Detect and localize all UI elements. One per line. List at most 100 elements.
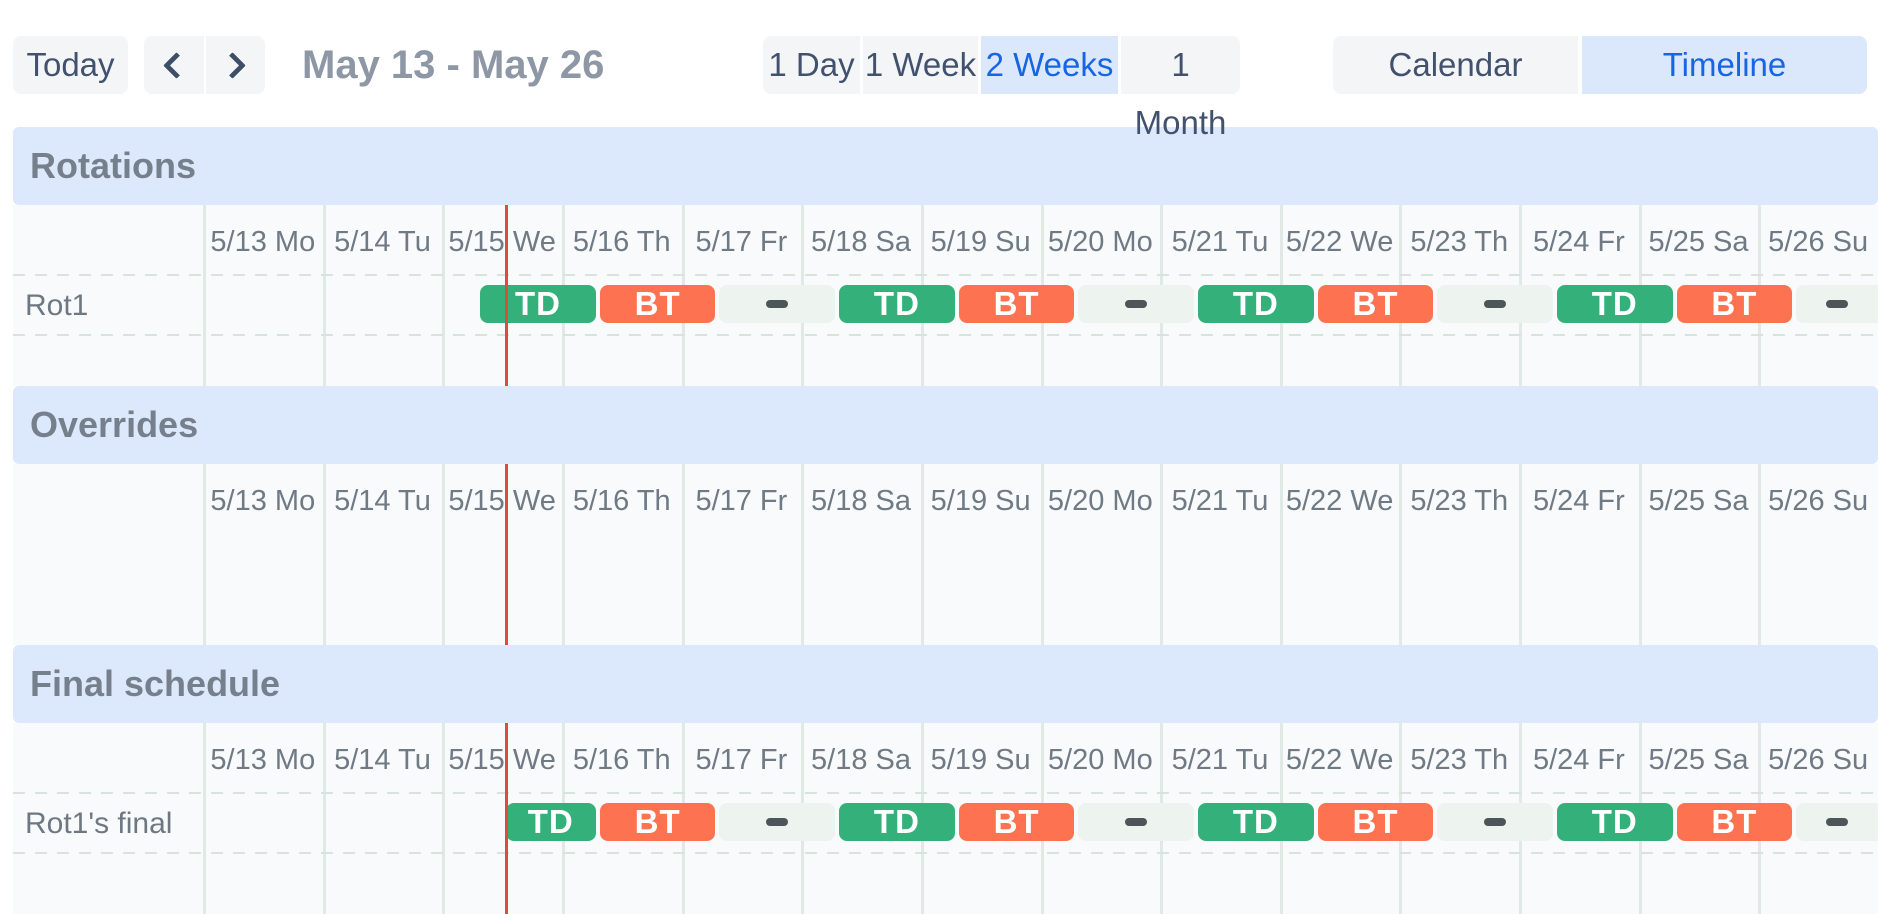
day-header: 5/26 Su [1768,744,1869,776]
day-header: 5/16 Th [572,744,671,776]
gap-block [1437,285,1553,323]
grid-line [442,205,446,386]
shift-block-td[interactable]: TD [480,285,596,323]
gap-block [1796,803,1878,841]
day-header: 5/24 Fr [1532,485,1625,517]
shift-block-td[interactable]: TD [505,803,596,841]
shift-block-td[interactable]: TD [1556,803,1673,841]
day-header: 5/18 Sa [811,744,912,776]
day-header: 5/22 We [1285,226,1394,258]
now-line [504,205,508,386]
gap-block [1078,803,1195,841]
now-line [504,464,508,645]
day-header: 5/13 Mo [210,744,316,776]
shift-block-td[interactable]: TD [1198,803,1314,841]
shift-block-bt[interactable]: BT [958,285,1075,323]
today-button[interactable]: Today [13,36,128,94]
row-divider [13,852,1878,854]
row-label: Rot1's final [25,807,173,840]
day-header: 5/25 Sa [1648,744,1749,776]
grid-line [1279,464,1283,645]
grid-line [1758,464,1762,645]
day-header: 5/24 Fr [1532,744,1625,776]
range-option-2-weeks[interactable]: 2 Weeks [981,36,1118,94]
next-period-button[interactable] [205,36,265,94]
now-line [504,723,508,914]
day-header: 5/20 Mo [1047,485,1153,517]
gap-dash-icon [1125,818,1148,826]
shift-block-bt[interactable]: BT [1317,803,1434,841]
day-header: 5/19 Su [930,226,1031,258]
day-header: 5/16 Th [572,226,671,258]
day-header: 5/23 Th [1410,226,1509,258]
grid-line [442,723,446,914]
day-header: 5/23 Th [1410,744,1509,776]
grid-line [801,464,805,645]
shift-block-bt[interactable]: BT [1676,803,1793,841]
day-header: 5/25 Sa [1648,485,1749,517]
shift-block-td[interactable]: TD [1198,285,1314,323]
day-header: 5/17 Fr [695,744,788,776]
grid-line [1399,464,1403,645]
day-header: 5/14 Tu [334,744,431,776]
view-option-timeline[interactable]: Timeline [1582,36,1867,94]
grid-line [322,723,326,914]
day-header: 5/15 We [448,485,556,517]
timeline-grid-final: 5/13 Mo 5/14 Tu 5/15 We 5/16 Th 5/17 Fr 5/18 … [13,723,1878,914]
day-header: 5/17 Fr [695,226,788,258]
range-option-1-day[interactable]: 1 Day [763,36,860,94]
grid-line [1519,464,1523,645]
toolbar: Today May 13 - May 26 1 Day 1 Week 2 Weeks… [0,0,1892,141]
gap-block [719,803,836,841]
grid-line [920,464,924,645]
day-header: 5/20 Mo [1047,226,1153,258]
grid-line [561,464,565,645]
range-option-1-month[interactable]: 1 Month [1121,36,1240,141]
date-nav-group [144,36,265,94]
shift-block-td[interactable]: TD [839,803,955,841]
grid-line [322,464,326,645]
day-header: 5/23 Th [1410,485,1509,517]
shift-block-bt[interactable]: BT [958,803,1075,841]
day-header: 5/17 Fr [695,485,788,517]
range-option-1-week[interactable]: 1 Week [863,36,978,94]
prev-period-button[interactable] [144,36,204,94]
shift-block-bt[interactable]: BT [599,285,716,323]
timeline-grid-rotations: 5/13 Mo 5/14 Tu 5/15 We 5/16 Th 5/17 Fr 5/18 … [13,205,1878,386]
day-header: 5/26 Su [1768,226,1869,258]
day-header: 5/26 Su [1768,485,1869,517]
grid-line [1160,464,1164,645]
grid-line [203,205,206,386]
section-header-rotations: Rotations [13,127,1878,205]
grid-line [322,205,326,386]
grid-line [203,464,206,645]
gap-dash-icon [766,300,789,308]
shift-block-td[interactable]: TD [839,285,955,323]
row-divider [13,274,1878,276]
grid-line [1040,464,1044,645]
day-header: 5/18 Sa [811,226,912,258]
day-header: 5/21 Tu [1171,485,1269,517]
day-header: 5/15 We [448,744,556,776]
row-divider [13,792,1878,794]
view-selector: Calendar Timeline [1333,36,1867,94]
grid-line [203,723,206,914]
view-option-calendar[interactable]: Calendar [1333,36,1578,94]
shift-block-bt[interactable]: BT [599,803,716,841]
day-header: 5/25 Sa [1648,226,1749,258]
date-range-title: May 13 - May 26 [302,43,605,87]
section-header-final: Final schedule [13,645,1878,723]
day-header: 5/19 Su [930,485,1031,517]
grid-line [681,464,685,645]
gap-dash-icon [1125,300,1148,308]
day-header: 5/18 Sa [811,485,912,517]
day-header: 5/19 Su [930,744,1031,776]
shift-block-bt[interactable]: BT [1676,285,1793,323]
chevron-left-icon [163,51,191,79]
shift-block-bt[interactable]: BT [1317,285,1434,323]
day-header: 5/22 We [1285,744,1394,776]
shift-block-td[interactable]: TD [1556,285,1673,323]
timeline-grid-overrides: 5/13 Mo 5/14 Tu 5/15 We 5/16 Th 5/17 Fr 5/18 … [13,464,1878,645]
gap-dash-icon [1484,818,1507,826]
